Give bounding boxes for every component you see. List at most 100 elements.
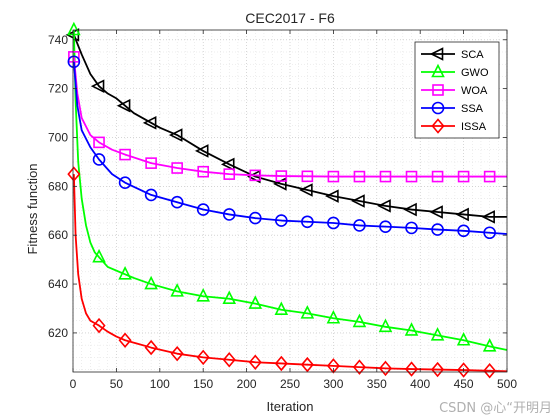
legend-item-gwo: GWO — [421, 63, 489, 79]
data-point-issa — [248, 354, 262, 370]
series-issa — [67, 166, 508, 379]
data-point-issa — [378, 360, 393, 377]
data-point-woa — [145, 157, 157, 169]
data-point-issa — [144, 339, 158, 356]
data-point-woa — [327, 170, 340, 183]
data-point-sca — [403, 202, 417, 217]
data-point-sca — [116, 98, 131, 113]
x-tick-label: 450 — [454, 377, 474, 391]
y-axis-label: Fitness function — [25, 163, 40, 254]
data-point-gwo — [352, 313, 367, 328]
data-point-gwo — [326, 309, 341, 324]
data-point-issa — [92, 317, 106, 334]
data-point-ssa — [67, 55, 81, 69]
legend-marker-ssa — [431, 101, 445, 115]
data-point-gwo — [456, 331, 471, 346]
y-tick-label: 620 — [48, 326, 68, 340]
data-point-woa — [119, 148, 131, 161]
legend-label-issa: ISSA — [461, 121, 487, 133]
legend-item-ssa: SSA — [421, 101, 484, 115]
data-point-issa — [67, 166, 81, 182]
watermark: CSDN @心“开明月 — [439, 401, 552, 416]
data-point-ssa — [118, 176, 132, 189]
data-point-issa — [457, 362, 471, 378]
series-woa — [68, 51, 507, 183]
data-point-sca — [299, 183, 313, 197]
data-point-woa — [171, 162, 183, 174]
x-axis-label: Iteration — [267, 399, 314, 414]
data-point-sca — [194, 144, 209, 158]
data-point-gwo — [92, 248, 106, 263]
data-point-woa — [379, 170, 392, 183]
data-point-issa — [196, 349, 210, 366]
legend-marker-sca — [429, 47, 444, 61]
y-tick-label: 700 — [48, 130, 68, 144]
data-point-ssa — [222, 208, 236, 221]
legend-label-woa: WOA — [461, 85, 488, 97]
data-point-issa — [404, 361, 419, 377]
legend-label-sca: SCA — [461, 49, 484, 61]
legend-marker-gwo — [431, 63, 445, 78]
x-tick-label: 350 — [367, 377, 387, 391]
data-point-gwo — [300, 305, 315, 319]
data-point-sca — [168, 128, 183, 142]
x-tick-label: 150 — [193, 377, 213, 391]
data-point-ssa — [248, 211, 262, 225]
y-tick-label: 640 — [48, 277, 68, 291]
axis-ticks: 0 50 100 150 200 250 300 350 400 450 500 620 640 660 6… — [48, 30, 517, 391]
data-point-issa — [222, 352, 236, 368]
x-tick-label: 250 — [280, 377, 300, 391]
data-point-gwo — [274, 301, 289, 316]
y-tick-label: 720 — [48, 82, 68, 96]
chart-title: CEC2017 - F6 — [245, 10, 335, 26]
data-point-issa — [352, 359, 366, 375]
data-point-ssa — [170, 195, 184, 209]
data-point-woa — [405, 170, 418, 183]
x-tick-label: 200 — [237, 377, 257, 391]
data-point-gwo — [482, 338, 497, 352]
legend-label-ssa: SSA — [461, 103, 484, 115]
data-point-gwo — [144, 275, 158, 290]
data-point-sca — [142, 116, 157, 130]
data-point-ssa — [457, 224, 470, 238]
data-point-gwo — [170, 283, 184, 297]
data-point-ssa — [379, 220, 392, 233]
data-point-gwo — [67, 21, 81, 36]
legend-marker-woa — [432, 84, 444, 96]
data-point-ssa — [144, 188, 158, 202]
data-point-sca — [90, 79, 105, 93]
series-line-sca — [73, 34, 507, 218]
data-point-issa — [300, 356, 314, 373]
legend-item-issa: ISSA — [421, 118, 487, 134]
data-point-gwo — [404, 322, 419, 336]
series-line-ssa — [72, 61, 508, 235]
y-tick-label: 740 — [48, 33, 68, 47]
y-tick-label: 680 — [48, 179, 68, 193]
data-point-sca — [325, 189, 339, 203]
data-point-woa — [93, 136, 105, 149]
data-point-issa — [483, 363, 497, 379]
data-point-woa — [483, 170, 496, 183]
data-point-woa — [353, 170, 366, 183]
data-point-gwo — [222, 290, 237, 305]
data-point-issa — [170, 345, 184, 362]
data-point-sca — [481, 210, 495, 224]
data-point-gwo — [196, 287, 210, 302]
data-point-ssa — [483, 226, 496, 240]
data-point-gwo — [378, 318, 393, 333]
data-point-issa — [431, 361, 445, 378]
data-point-ssa — [327, 216, 340, 230]
data-point-ssa — [353, 219, 366, 232]
legend-item-woa: WOA — [421, 84, 488, 97]
x-tick-label: 50 — [110, 377, 124, 391]
legend-item-sca: SCA — [421, 47, 484, 61]
data-point-woa — [301, 170, 314, 183]
data-point-ssa — [275, 214, 288, 227]
legend: SCA GWO WOA SSA ISSA — [414, 41, 500, 139]
data-point-woa — [249, 169, 262, 182]
data-point-sca — [220, 157, 235, 172]
data-point-gwo — [248, 295, 263, 309]
data-point-ssa — [431, 223, 444, 236]
data-point-woa — [223, 168, 236, 180]
